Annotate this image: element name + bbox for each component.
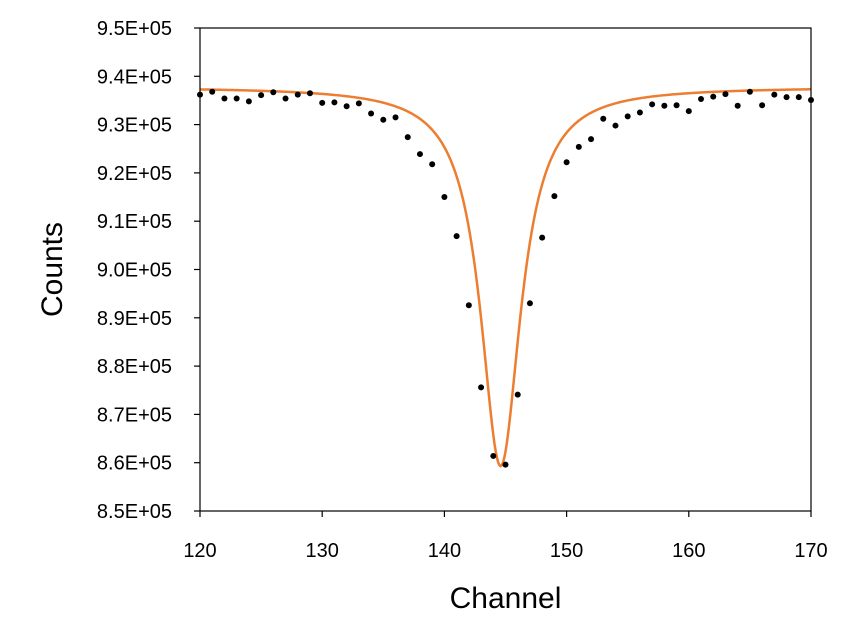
fit-curve (199, 88, 812, 468)
data-point (478, 384, 485, 391)
data-point (722, 91, 729, 98)
data-point (380, 116, 387, 123)
data-point (429, 161, 436, 168)
data-point (221, 95, 228, 102)
data-point (551, 193, 558, 200)
data-point (588, 136, 595, 143)
data-point (306, 90, 313, 97)
data-point (746, 88, 753, 95)
data-point (465, 302, 472, 309)
data-point (514, 391, 521, 398)
y-axis-ticks (194, 27, 200, 512)
data-point (319, 99, 326, 106)
y-tick-label: 9.2E+05 (97, 163, 172, 185)
data-point (673, 102, 680, 109)
data-point (710, 93, 717, 100)
data-point (612, 122, 619, 129)
data-point (624, 113, 631, 120)
x-tick-label: 160 (672, 540, 705, 562)
data-point (636, 109, 643, 116)
x-tick-label: 150 (550, 540, 583, 562)
y-tick-label: 9.4E+05 (97, 66, 172, 88)
data-point (661, 102, 668, 109)
y-axis-title: Counts (36, 222, 69, 317)
plot-area-frame (199, 27, 812, 512)
y-tick-label: 9.1E+05 (97, 211, 172, 233)
data-point (759, 102, 766, 109)
data-point (392, 114, 399, 121)
data-point (502, 461, 509, 468)
data-point (563, 159, 570, 166)
x-tick-label: 140 (428, 540, 461, 562)
data-point (331, 99, 338, 106)
data-point (258, 92, 265, 99)
data-point (404, 134, 411, 141)
data-point (575, 143, 582, 150)
y-tick-label: 9.0E+05 (97, 260, 172, 282)
y-tick-label: 8.7E+05 (97, 404, 172, 426)
x-tick-label: 120 (183, 540, 216, 562)
data-point (685, 108, 692, 115)
data-point (600, 115, 607, 122)
data-point (233, 95, 240, 102)
data-point (539, 234, 546, 241)
data-point (416, 151, 423, 158)
data-point (343, 103, 350, 110)
x-axis-ticks (199, 511, 812, 517)
y-tick-label: 8.8E+05 (97, 356, 172, 378)
x-axis-title: Channel (450, 582, 562, 615)
data-point (282, 95, 289, 102)
y-axis-tick-labels: 8.5E+05 8.6E+05 8.7E+05 8.8E+05 8.9E+05 9.0E+… (97, 18, 172, 523)
data-point (245, 98, 252, 105)
data-point (771, 91, 778, 98)
y-tick-label: 9.3E+05 (97, 115, 172, 137)
x-axis-tick-labels: 120 130 140 150 160 170 (183, 540, 827, 562)
data-point (490, 452, 497, 459)
y-tick-label: 8.5E+05 (97, 501, 172, 523)
data-point (368, 110, 375, 117)
data-point (209, 88, 216, 95)
data-point (734, 102, 741, 109)
data-points (197, 88, 814, 468)
y-tick-label: 9.5E+05 (97, 18, 172, 40)
data-point (270, 89, 277, 96)
data-point (453, 233, 460, 240)
data-point (698, 96, 705, 103)
data-point (355, 100, 362, 107)
data-point (441, 194, 448, 201)
y-tick-label: 8.6E+05 (97, 453, 172, 475)
data-point (526, 300, 533, 307)
x-tick-label: 170 (794, 540, 827, 562)
x-tick-label: 130 (306, 540, 339, 562)
y-tick-label: 8.9E+05 (97, 308, 172, 330)
data-point (795, 94, 802, 101)
data-point (783, 94, 790, 101)
data-point (294, 91, 301, 98)
data-point (649, 101, 656, 108)
